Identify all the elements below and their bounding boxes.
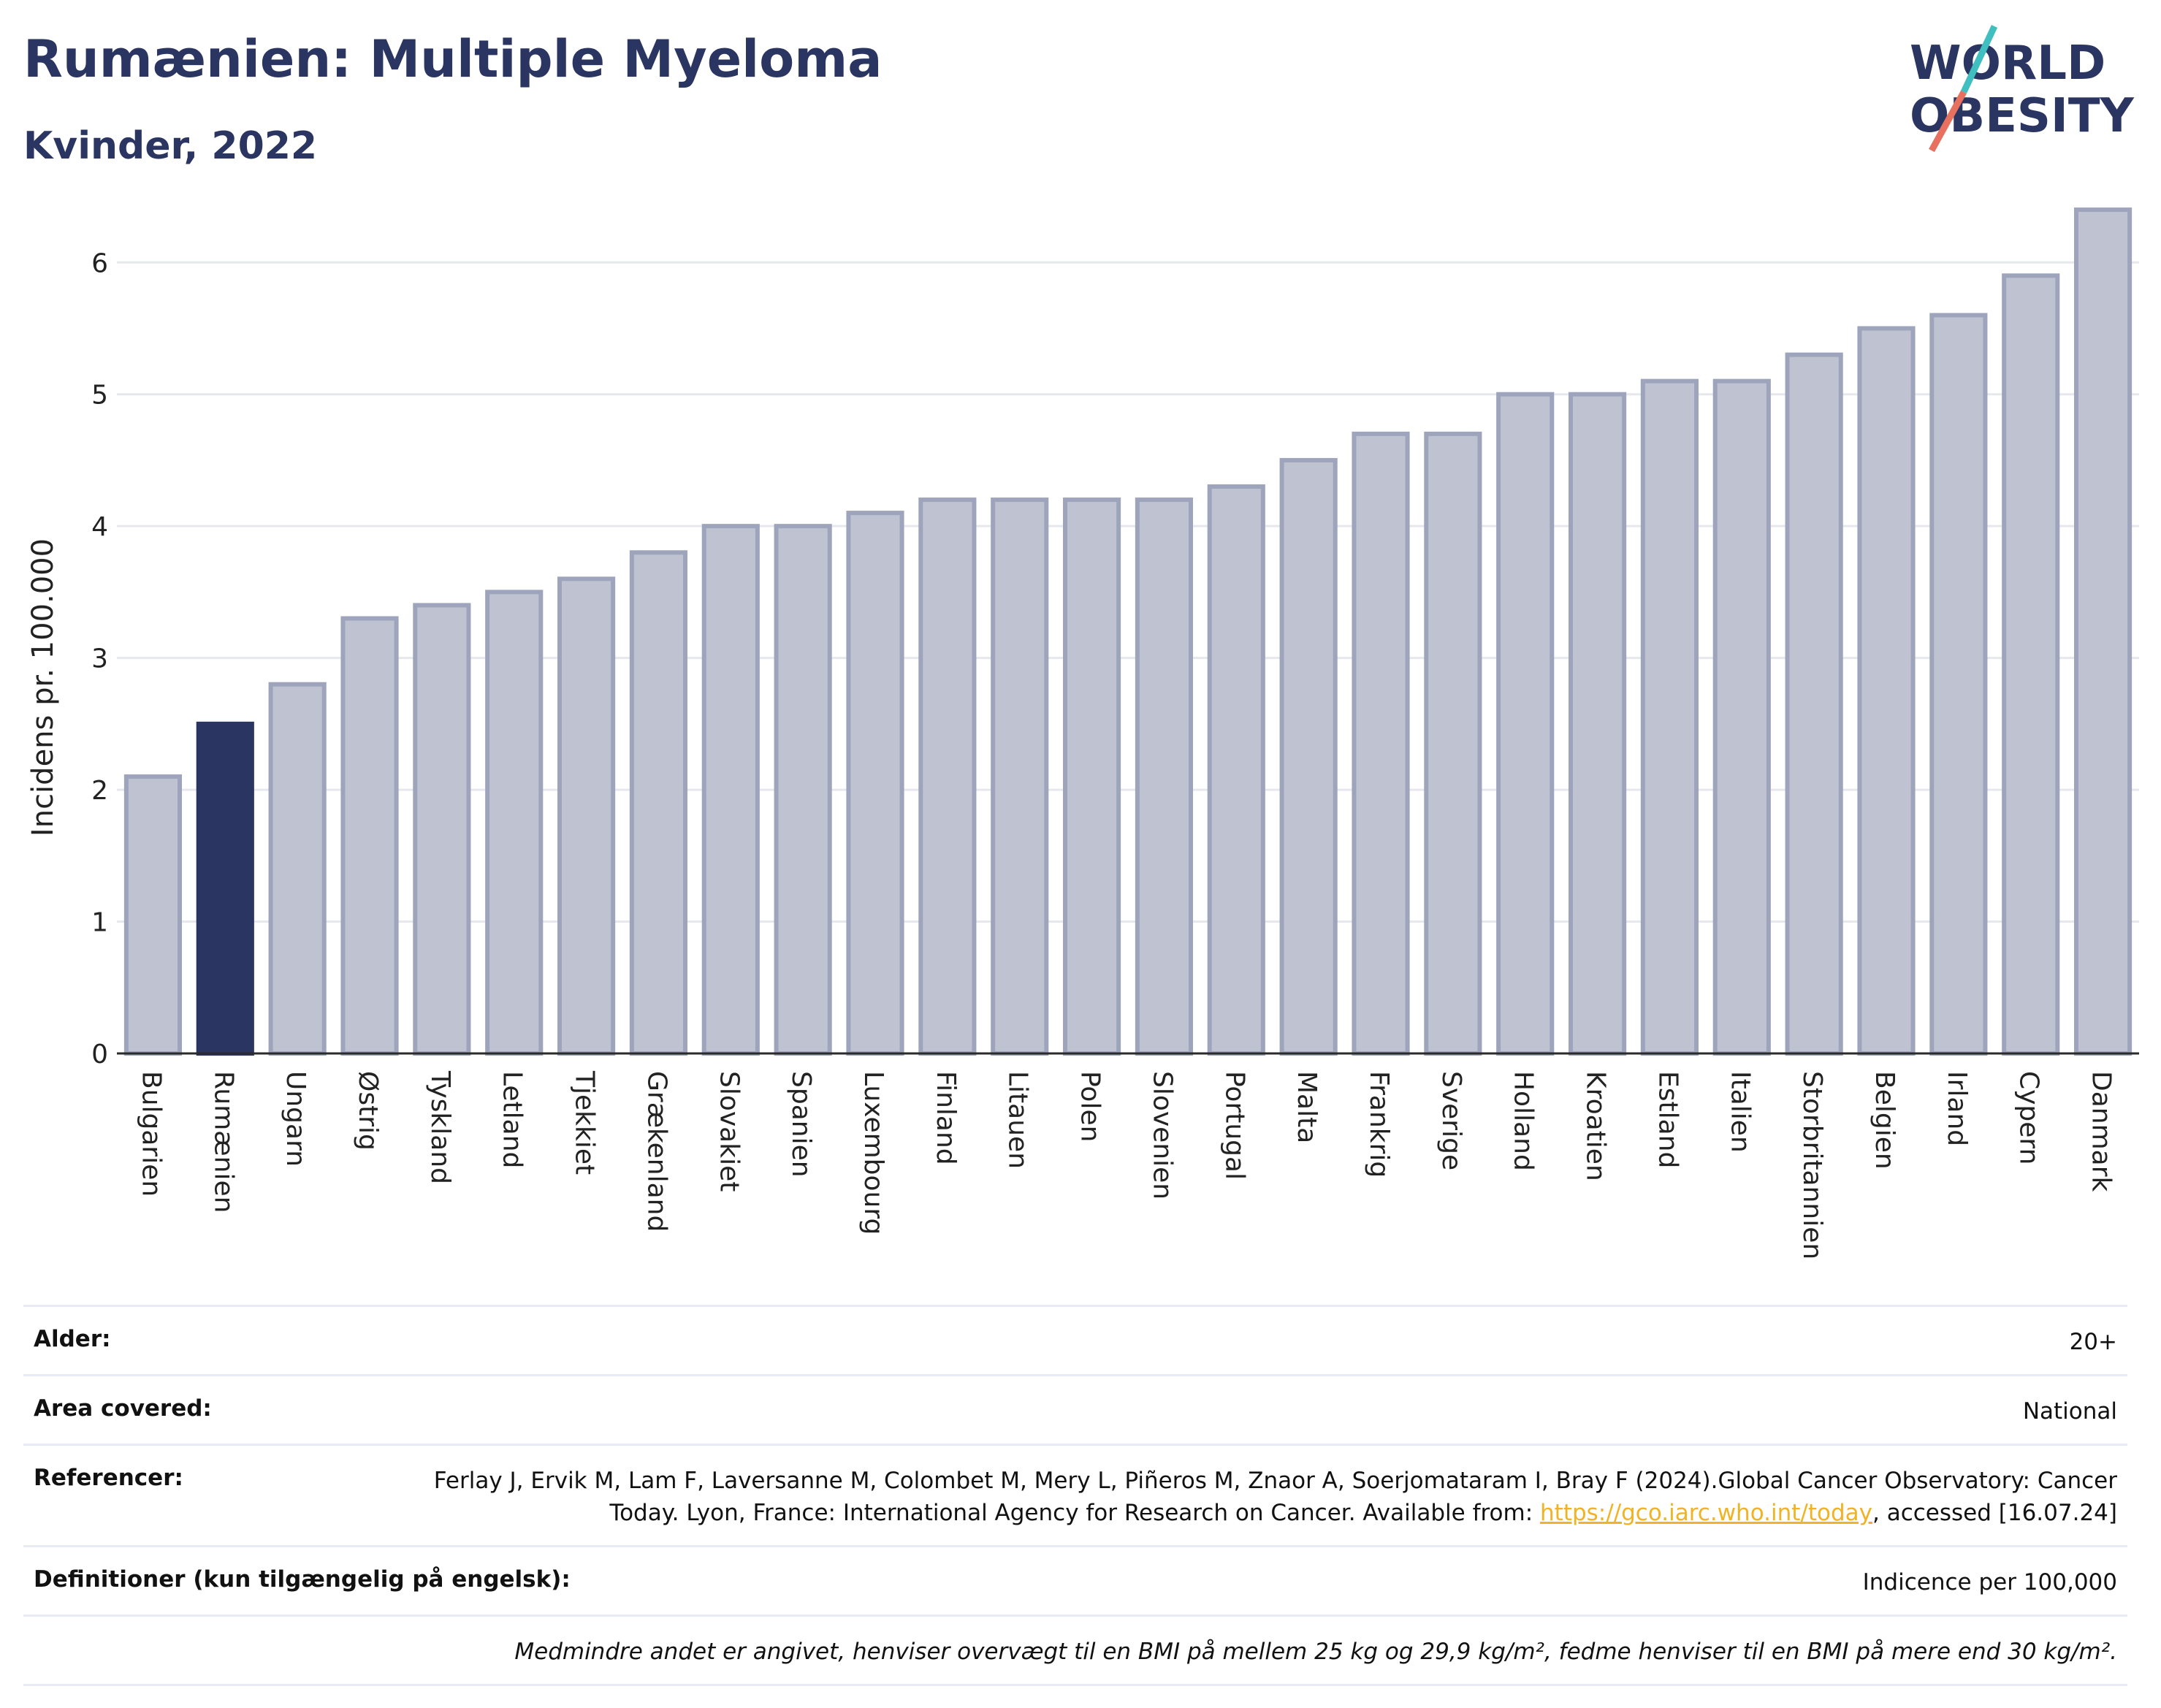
bar-luxembourg[interactable] — [846, 511, 904, 1056]
y-tick-label: 6 — [91, 248, 108, 278]
bar-litauen[interactable] — [991, 497, 1049, 1056]
x-tick-label: Ungarn — [281, 1071, 310, 1167]
bar-chart: 0 1 2 3 4 5 6 Bulgarien Rumænien Ungarn Østrig Tysk… — [26, 207, 2139, 1259]
bar-tyskland[interactable] — [413, 603, 471, 1056]
bar-estland[interactable] — [1640, 378, 1699, 1056]
references-text: Ferlay J, Ervik M, Lam F, Laversanne M, … — [433, 1468, 2117, 1526]
chart-subtitle: Kvinder, 2022 — [23, 124, 318, 168]
meta-row-references: Referencer: Ferlay J, Ervik M, Lam F, La… — [23, 1444, 2127, 1545]
x-tick-label: Malta — [1292, 1071, 1322, 1143]
meta-row-area: Area covered: National — [23, 1374, 2127, 1444]
bar-danmark[interactable] — [2073, 207, 2133, 1056]
definitions-value: Indicence per 100,000 — [1862, 1569, 2117, 1595]
bar-layer — [123, 207, 2133, 1056]
bar-portugal[interactable] — [1207, 484, 1265, 1056]
bar-letland[interactable] — [485, 590, 544, 1056]
x-tick-label: Luxembourg — [858, 1071, 888, 1235]
x-tick-label: Storbritannien — [1797, 1071, 1827, 1259]
bar-sverige[interactable] — [1424, 431, 1482, 1056]
footnote: Medmindre andet er angivet, henviser ove… — [514, 1639, 2117, 1665]
x-tick-label: Rumænien — [208, 1071, 238, 1213]
bar-irland[interactable] — [1929, 313, 1988, 1056]
y-tick-label: 4 — [91, 512, 108, 542]
bar-østrig[interactable] — [340, 616, 399, 1056]
bar-spanien[interactable] — [774, 524, 832, 1056]
x-tick-label: Grækenland — [641, 1071, 671, 1232]
x-tick-label: Estland — [1653, 1071, 1682, 1168]
bar-slovenien[interactable] — [1135, 497, 1194, 1056]
x-tick-label: Italien — [1725, 1071, 1755, 1153]
x-tick-label: Irland — [1942, 1071, 1972, 1146]
logo-slash-coral — [1929, 90, 1967, 153]
definitions-label: Definitioner (kun tilgængelig på engelsk… — [34, 1566, 571, 1593]
x-tick-label: Danmark — [2086, 1071, 2116, 1192]
x-tick-label: Slovakiet — [714, 1071, 744, 1192]
area-value: National — [2022, 1398, 2117, 1425]
chart-title: Rumænien: Multiple Myeloma — [23, 29, 883, 89]
references-label: Referencer: — [34, 1465, 183, 1491]
x-tick-label: Belgien — [1870, 1071, 1899, 1170]
bar-grækenland[interactable] — [629, 550, 688, 1056]
x-tick-label: Frankrig — [1364, 1071, 1394, 1178]
world-obesity-logo: WORLD OBESITY — [1910, 25, 2134, 153]
bar-rumænien[interactable] — [196, 721, 254, 1056]
x-tick-label: Slovenien — [1147, 1071, 1177, 1200]
bar-tjekkiet[interactable] — [557, 576, 616, 1056]
bar-cypern[interactable] — [2002, 273, 2060, 1056]
age-value: 20+ — [2069, 1329, 2117, 1355]
y-axis-label: Incidens pr. 100.000 — [26, 538, 60, 836]
x-tick-label: Tyskland — [425, 1070, 455, 1184]
logo-line1: WORLD — [1910, 37, 2105, 91]
x-tick-label: Bulgarien — [136, 1071, 166, 1197]
x-tick-label: Holland — [1509, 1071, 1539, 1171]
bar-bulgarien[interactable] — [123, 774, 183, 1056]
meta-row-definitions: Definitioner (kun tilgængelig på engelsk… — [23, 1545, 2127, 1614]
bar-belgien[interactable] — [1857, 326, 1916, 1056]
bar-storbritannien[interactable] — [1785, 352, 1843, 1056]
bar-ungarn[interactable] — [268, 682, 327, 1056]
x-tick-label: Polen — [1075, 1071, 1105, 1142]
y-tick-label: 1 — [91, 908, 108, 938]
bar-italien[interactable] — [1712, 378, 1771, 1056]
x-tick-label: Sverige — [1436, 1071, 1466, 1170]
bar-kroatien[interactable] — [1568, 392, 1627, 1056]
bar-polen[interactable] — [1062, 497, 1121, 1056]
x-tick-label: Portugal — [1219, 1071, 1249, 1180]
references-tail: , accessed [16.07.24] — [1872, 1500, 2117, 1526]
x-tick-label: Finland — [931, 1071, 961, 1165]
x-tick-label: Kroatien — [1581, 1071, 1611, 1181]
y-tick-label: 2 — [91, 776, 108, 806]
x-tick-label: Letland — [498, 1071, 527, 1168]
bar-finland[interactable] — [918, 497, 977, 1056]
logo-slash-teal — [1960, 25, 1998, 94]
metadata-table: Alder: 20+ Area covered: National Refere… — [23, 1305, 2127, 1686]
y-tick-label: 3 — [91, 644, 108, 674]
x-tick-label: Østrig — [353, 1071, 383, 1151]
references-link[interactable]: https://gco.iarc.who.int/today — [1540, 1500, 1872, 1526]
x-tick-label: Litauen — [1003, 1071, 1033, 1169]
age-label: Alder: — [34, 1326, 111, 1352]
references-value: Ferlay J, Ervik M, Lam F, Laversanne M, … — [422, 1465, 2117, 1529]
y-tick-label: 5 — [91, 381, 108, 411]
axis-layer: 0 1 2 3 4 5 6 Bulgarien Rumænien Ungarn Østrig Tysk… — [91, 248, 2139, 1259]
x-tick-label: Tjekkiet — [570, 1070, 600, 1175]
bar-holland[interactable] — [1496, 392, 1555, 1056]
x-tick-label: Spanien — [786, 1071, 816, 1178]
bar-frankrig[interactable] — [1352, 431, 1410, 1056]
y-tick-label: 0 — [91, 1040, 108, 1070]
bar-slovakiet[interactable] — [701, 524, 760, 1056]
bar-malta[interactable] — [1279, 457, 1338, 1056]
area-label: Area covered: — [34, 1395, 212, 1422]
meta-row-note: Medmindre andet er angivet, henviser ove… — [23, 1614, 2127, 1686]
x-tick-label: Cypern — [2014, 1071, 2044, 1164]
meta-row-age: Alder: 20+ — [23, 1305, 2127, 1374]
